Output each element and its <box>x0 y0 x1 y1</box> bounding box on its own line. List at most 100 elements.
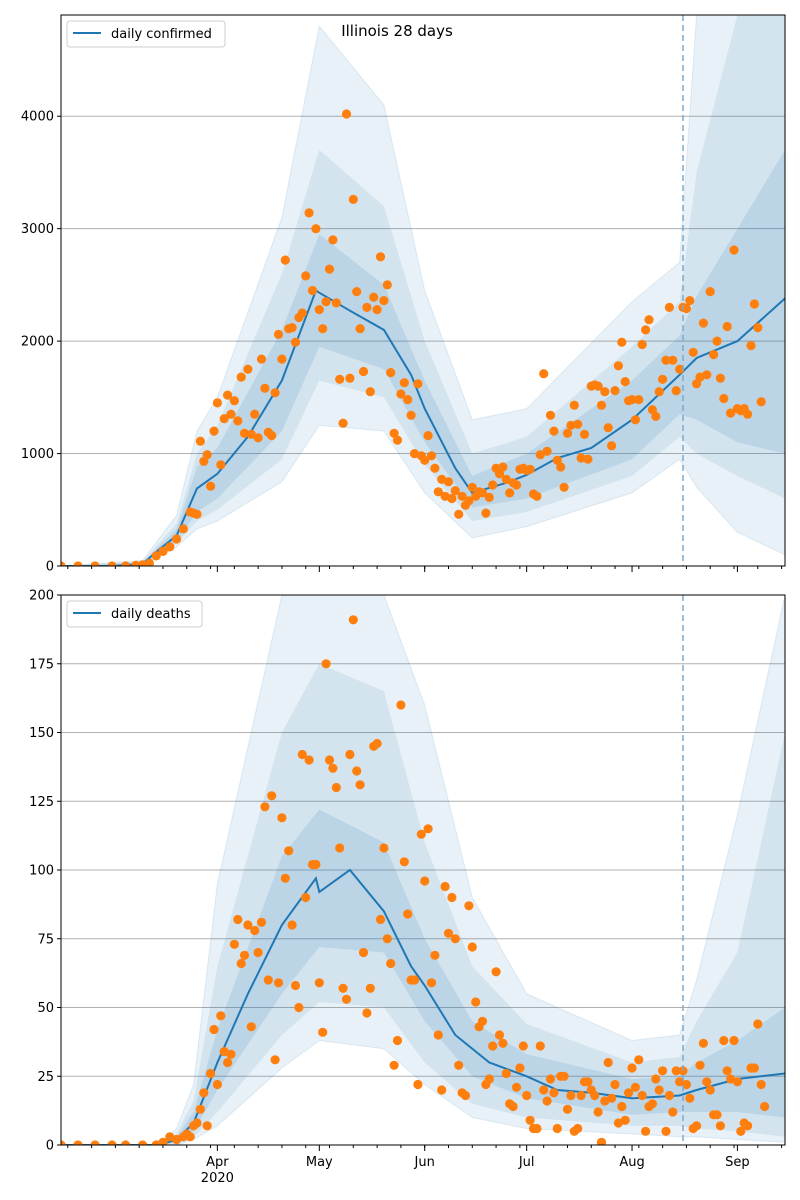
confirmed-data-point <box>223 390 233 400</box>
deaths-data-point <box>345 749 355 760</box>
confirmed-data-point <box>413 379 423 389</box>
confirmed-data-point <box>450 486 460 496</box>
confirmed-data-point <box>379 296 389 306</box>
deaths-data-point <box>658 1066 668 1076</box>
confirmed-data-point <box>386 368 396 378</box>
deaths-data-point <box>352 766 362 776</box>
deaths-data-point <box>389 1060 399 1070</box>
confirmed-data-point <box>556 462 566 472</box>
confirmed-data-point <box>722 321 732 332</box>
confirmed-data-point <box>637 339 647 350</box>
confirmed-y-ticks: 0 1000 2000 3000 4000 <box>21 110 61 575</box>
confirmed-data-point <box>566 420 576 430</box>
deaths-data-point <box>590 1090 600 1101</box>
confirmed-legend: daily confirmed <box>66 20 226 48</box>
confirmed-data-point <box>399 378 409 388</box>
deaths-band-mid <box>61 663 785 1145</box>
confirmed-data-point <box>206 481 216 491</box>
deaths-data-point <box>749 1063 760 1073</box>
deaths-y-tick-label: 75 <box>37 932 54 947</box>
confirmed-data-point <box>355 324 365 334</box>
confirmed-data-point <box>382 280 392 290</box>
deaths-data-point <box>668 1107 678 1117</box>
confirmed-data-point <box>627 395 637 405</box>
confirmed-data-point <box>613 361 624 371</box>
confirmed-data-point <box>270 388 280 398</box>
deaths-data-point <box>634 1055 644 1065</box>
deaths-data-point <box>416 829 426 839</box>
confirmed-data-point <box>729 245 739 255</box>
confirmed-data-point <box>661 355 671 365</box>
deaths-data-point <box>202 1121 212 1131</box>
deaths-data-point <box>430 950 440 960</box>
deaths-data-point <box>236 958 246 969</box>
confirmed-data-point <box>195 436 205 446</box>
deaths-data-point <box>297 749 307 760</box>
deaths-data-point <box>491 967 501 977</box>
deaths-data-point <box>358 947 369 958</box>
deaths-data-point <box>454 1060 464 1070</box>
deaths-data-point <box>685 1093 695 1103</box>
confirmed-data-point <box>539 369 549 379</box>
confirmed-data-point <box>307 285 318 296</box>
deaths-data-point <box>460 1090 471 1101</box>
confirmed-data-point <box>688 347 698 357</box>
deaths-data-point <box>273 978 284 988</box>
confirmed-data-point <box>583 454 593 464</box>
deaths-data-point <box>535 1041 545 1051</box>
confirmed-data-point <box>138 560 148 566</box>
confirmed-data-point <box>352 287 362 297</box>
deaths-data-point <box>515 1063 525 1073</box>
confirmed-data-point <box>273 329 284 339</box>
deaths-data-point <box>409 975 420 985</box>
confirmed-data-point <box>253 433 263 443</box>
confirmed-data-point <box>331 298 341 308</box>
deaths-data-point <box>250 925 260 936</box>
deaths-data-point <box>532 1123 542 1134</box>
confirmed-data-point <box>654 387 664 397</box>
confirmed-data-point <box>372 305 382 315</box>
deaths-y-tick-label: 100 <box>29 864 54 879</box>
confirmed-data-point <box>61 561 66 566</box>
deaths-data-point <box>311 859 321 870</box>
deaths-data-point <box>375 914 386 925</box>
deaths-data-point <box>447 892 457 903</box>
deaths-data-point <box>559 1071 569 1081</box>
deaths-data-point <box>331 782 341 793</box>
deaths-data-point <box>671 1066 681 1076</box>
confirmed-data-point <box>501 474 511 484</box>
deaths-data-point <box>372 738 382 749</box>
deaths-data-point <box>624 1088 634 1098</box>
confirmed-axes-frame <box>60 14 786 567</box>
deaths-data-point <box>396 700 406 710</box>
deaths-data-point <box>199 1088 209 1098</box>
confirmed-data-point <box>630 415 641 425</box>
confirmed-data-point <box>348 194 358 204</box>
confirmed-data-point <box>246 429 256 439</box>
deaths-legend-label: daily deaths <box>111 607 191 622</box>
deaths-data-point <box>413 1079 423 1090</box>
deaths-data-point <box>229 939 239 949</box>
deaths-data-point <box>494 1030 505 1040</box>
deaths-data-point <box>654 1085 664 1095</box>
deaths-data-point <box>552 1123 562 1134</box>
deaths-x-tick-label: Jun <box>414 1155 435 1170</box>
confirmed-data-point <box>481 508 491 518</box>
confirmed-data-point <box>671 386 681 396</box>
deaths-data-point <box>692 1121 702 1131</box>
deaths-data-point <box>226 1049 236 1059</box>
confirmed-data-point <box>172 534 182 544</box>
confirmed-data-point <box>617 337 627 347</box>
confirmed-legend-box <box>66 20 226 48</box>
deaths-data-point <box>498 1038 508 1048</box>
confirmed-data-point <box>239 428 250 438</box>
confirmed-data-point <box>423 431 433 441</box>
confirmed-data-point <box>212 398 222 408</box>
deaths-data-point <box>392 1035 403 1046</box>
deaths-data-point <box>243 920 253 930</box>
deaths-data-point <box>484 1074 494 1084</box>
confirmed-data-point <box>335 374 345 384</box>
deaths-x-tick-label: Jul <box>518 1155 535 1170</box>
